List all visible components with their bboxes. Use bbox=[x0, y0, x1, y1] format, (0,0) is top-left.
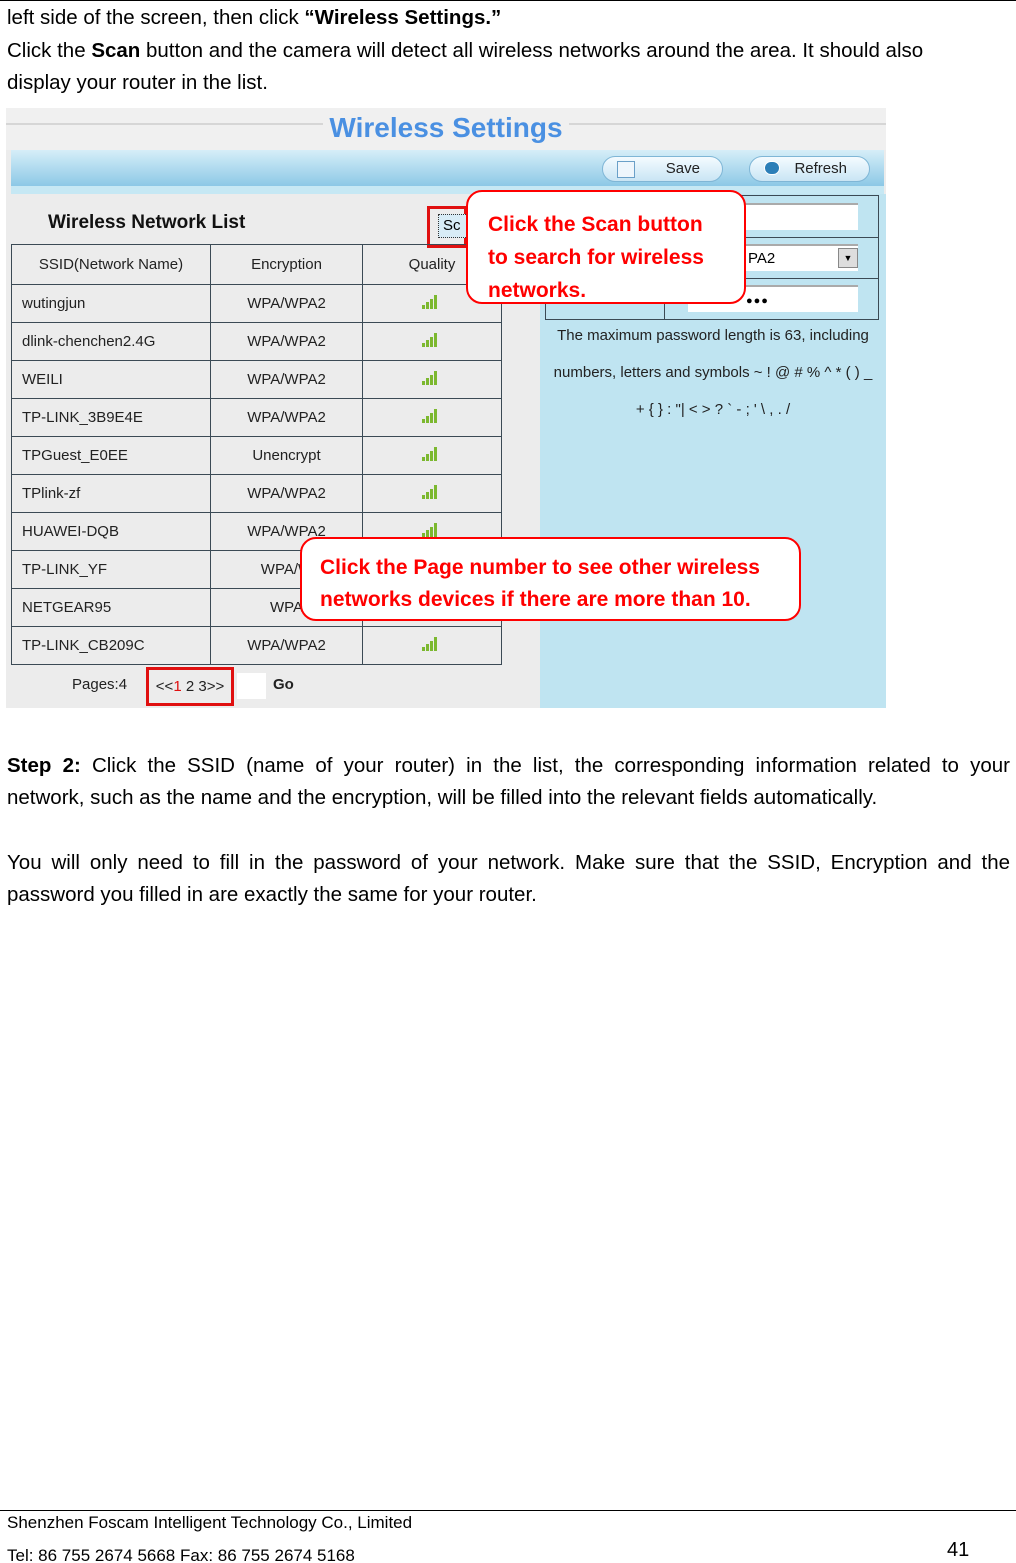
signal-icon bbox=[422, 332, 442, 347]
page-input[interactable] bbox=[237, 673, 266, 699]
pages-count: Pages:4 bbox=[72, 676, 128, 693]
table-header: SSID(Network Name) Encryption Quality bbox=[11, 244, 502, 285]
scan-callout: Click the Scan button to search for wire… bbox=[466, 190, 746, 304]
ssid-cell[interactable]: TP-LINK_3B9E4E bbox=[11, 398, 211, 437]
password-note-3: + { } : "| < > ? ` - ; ' \ , . / bbox=[635, 401, 791, 418]
toolbar-strip bbox=[11, 186, 884, 194]
intro-line-2: Click the Scan button and the camera wil… bbox=[7, 39, 924, 62]
ssid-cell[interactable]: wutingjun bbox=[11, 284, 211, 323]
table-row[interactable]: TP-LINK_CB209C WPA/WPA2 bbox=[11, 626, 502, 665]
page-callout: Click the Page number to see other wirel… bbox=[300, 537, 801, 621]
password-note-1: The maximum password length is 63, inclu… bbox=[557, 327, 869, 344]
callout-line: networks devices if there are more than … bbox=[320, 588, 751, 611]
top-rule bbox=[0, 0, 1016, 1]
signal-icon bbox=[422, 294, 442, 309]
table-row[interactable]: TP-LINK_3B9E4E WPA/WPA2 bbox=[11, 398, 502, 437]
scan-highlight: Sc bbox=[427, 206, 474, 248]
quality-cell bbox=[362, 322, 502, 361]
refresh-label: Refresh bbox=[794, 160, 847, 177]
pagination: <<1 2 3>> bbox=[146, 667, 234, 706]
signal-icon bbox=[422, 370, 442, 385]
callout-line: Click the Scan button bbox=[488, 213, 703, 236]
step2-line-1: Step 2: Click the SSID (name of your rou… bbox=[7, 754, 1010, 777]
ssid-cell[interactable]: HUAWEI-DQB bbox=[11, 512, 211, 551]
ssid-cell[interactable]: dlink-chenchen2.4G bbox=[11, 322, 211, 361]
chevron-down-icon[interactable]: ▼ bbox=[838, 248, 858, 268]
encryption-cell: WPA/WPA2 bbox=[210, 626, 363, 665]
quality-cell bbox=[362, 436, 502, 475]
signal-icon bbox=[422, 522, 442, 537]
encryption-cell: Unencrypt bbox=[210, 436, 363, 475]
para2-line-1: You will only need to fill in the passwo… bbox=[7, 851, 1010, 874]
col-encryption: Encryption bbox=[210, 244, 363, 285]
page-links[interactable]: 2 3 bbox=[181, 678, 207, 695]
encryption-cell: WPA/WPA2 bbox=[210, 360, 363, 399]
next-page[interactable]: >> bbox=[206, 678, 225, 695]
network-table: SSID(Network Name) Encryption Quality wu… bbox=[11, 244, 502, 665]
footer-rule bbox=[0, 1510, 1016, 1511]
wireless-settings-screenshot: Wireless Settings Save Refresh PA2 ▼ ●●● … bbox=[6, 108, 886, 708]
ssid-cell[interactable]: NETGEAR95 bbox=[11, 588, 211, 627]
encryption-cell: WPA/WPA2 bbox=[210, 322, 363, 361]
intro-line-3: display your router in the list. bbox=[7, 71, 268, 94]
save-label: Save bbox=[665, 160, 700, 177]
quality-cell bbox=[362, 398, 502, 437]
page-title: Wireless Settings bbox=[6, 112, 886, 144]
page-number: 41 bbox=[947, 1539, 970, 1561]
ssid-cell[interactable]: WEILI bbox=[11, 360, 211, 399]
ssid-cell[interactable]: TPGuest_E0EE bbox=[11, 436, 211, 475]
save-button[interactable]: Save bbox=[602, 156, 723, 182]
callout-line: to search for wireless bbox=[488, 246, 704, 269]
encryption-cell: WPA/WPA2 bbox=[210, 284, 363, 323]
refresh-button[interactable]: Refresh bbox=[749, 156, 870, 182]
footer-contact: Tel: 86 755 2674 5668 Fax: 86 755 2674 5… bbox=[7, 1546, 355, 1563]
prev-page[interactable]: << bbox=[155, 678, 174, 695]
footer-company: Shenzhen Foscam Intelligent Technology C… bbox=[7, 1513, 413, 1532]
callout-line: Click the Page number to see other wirel… bbox=[320, 556, 760, 579]
encryption-cell: WPA/WPA2 bbox=[210, 474, 363, 513]
ssid-cell[interactable]: TP-LINK_YF bbox=[11, 550, 211, 589]
callout-line: networks. bbox=[488, 279, 587, 302]
page-1[interactable]: 1 bbox=[173, 678, 182, 695]
network-list-title: Wireless Network List bbox=[48, 212, 246, 233]
intro-line-1: left side of the screen, then click “Wir… bbox=[7, 6, 502, 29]
password-note-2: numbers, letters and symbols ~ ! @ # % ^… bbox=[553, 364, 873, 381]
refresh-icon bbox=[764, 161, 780, 175]
col-ssid: SSID(Network Name) bbox=[11, 244, 211, 285]
save-icon bbox=[617, 161, 635, 178]
signal-icon bbox=[422, 446, 442, 461]
table-row[interactable]: dlink-chenchen2.4G WPA/WPA2 bbox=[11, 322, 502, 361]
title-bar: Wireless Settings bbox=[6, 108, 886, 150]
signal-icon bbox=[422, 636, 442, 651]
signal-icon bbox=[422, 408, 442, 423]
quality-cell bbox=[362, 360, 502, 399]
ssid-cell[interactable]: TPlink-zf bbox=[11, 474, 211, 513]
table-row[interactable]: TPGuest_E0EE Unencrypt bbox=[11, 436, 502, 475]
quality-cell bbox=[362, 626, 502, 665]
toolbar: Save Refresh bbox=[11, 150, 884, 186]
signal-icon bbox=[422, 484, 442, 499]
table-row[interactable]: wutingjun WPA/WPA2 bbox=[11, 284, 502, 323]
quality-cell bbox=[362, 474, 502, 513]
ssid-cell[interactable]: TP-LINK_CB209C bbox=[11, 626, 211, 665]
encryption-cell: WPA/WPA2 bbox=[210, 398, 363, 437]
table-row[interactable]: WEILI WPA/WPA2 bbox=[11, 360, 502, 399]
table-row[interactable]: TPlink-zf WPA/WPA2 bbox=[11, 474, 502, 513]
go-button[interactable]: Go bbox=[273, 676, 294, 693]
step2-line-2: network, such as the name and the encryp… bbox=[7, 786, 878, 809]
para2-line-2: password you filled in are exactly the s… bbox=[7, 883, 537, 906]
